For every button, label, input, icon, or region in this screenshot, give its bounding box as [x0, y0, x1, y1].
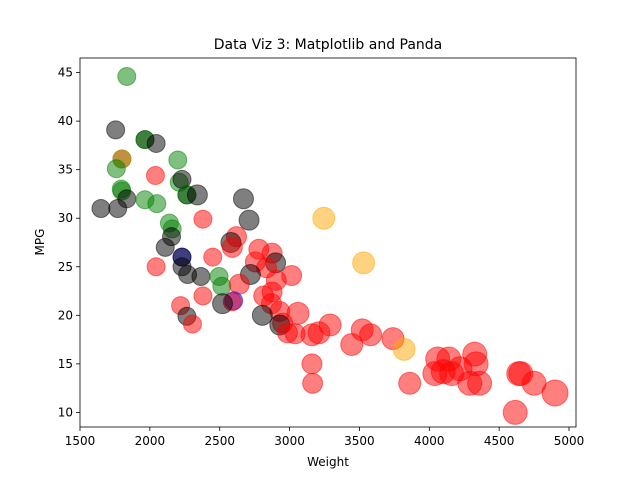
y-tick-label: 30	[58, 211, 73, 225]
points-layer	[91, 66, 569, 425]
y-tick-label: 40	[58, 114, 73, 128]
x-axis-label: Weight	[307, 455, 349, 469]
data-point	[212, 276, 232, 296]
y-tick-label: 45	[58, 66, 73, 80]
data-point	[467, 370, 493, 396]
data-point	[191, 266, 211, 286]
data-point	[147, 194, 167, 214]
data-point	[146, 133, 166, 153]
data-point	[251, 304, 273, 326]
data-point	[221, 236, 243, 258]
y-tick-label: 35	[58, 163, 73, 177]
chart-title: Data Viz 3: Matplotlib and Panda	[214, 37, 443, 53]
x-tick-label: 2500	[204, 434, 235, 448]
x-axis: 1500 2000 2500 3000 3500 4000 4500 5000	[65, 427, 585, 448]
y-axis: 10 15 20 25 30 35 40 45	[58, 66, 80, 419]
x-tick-label: 2000	[135, 434, 166, 448]
data-point	[212, 293, 234, 315]
x-tick-label: 5000	[554, 434, 585, 448]
data-point	[117, 66, 137, 86]
data-point	[238, 209, 260, 231]
data-point	[182, 314, 202, 334]
data-point	[502, 399, 528, 425]
data-point	[541, 379, 569, 407]
data-point	[106, 159, 126, 179]
data-point	[203, 247, 223, 267]
data-point	[106, 120, 126, 140]
data-point	[155, 237, 175, 257]
data-point	[193, 209, 213, 229]
data-point	[392, 337, 416, 361]
x-tick-label: 1500	[65, 434, 96, 448]
data-point	[301, 353, 323, 375]
data-point	[307, 321, 331, 345]
data-point	[186, 184, 208, 206]
data-point	[232, 188, 254, 210]
data-point	[145, 165, 165, 185]
x-tick-label: 3500	[344, 434, 375, 448]
data-point	[193, 286, 213, 306]
plot-frame	[79, 57, 577, 428]
data-point	[91, 199, 111, 219]
data-point	[302, 372, 324, 394]
data-point	[312, 206, 336, 230]
data-point	[146, 257, 166, 277]
y-tick-label: 10	[58, 405, 73, 419]
data-point	[228, 273, 250, 295]
y-tick-label: 25	[58, 260, 73, 274]
data-point	[340, 332, 364, 356]
y-tick-label: 15	[58, 357, 73, 371]
data-point	[398, 371, 422, 395]
data-point	[108, 199, 128, 219]
data-point	[168, 150, 188, 170]
data-point	[359, 323, 383, 347]
y-axis-label: MPG	[33, 229, 47, 256]
data-point	[352, 251, 376, 275]
x-tick-label: 4500	[484, 434, 515, 448]
x-tick-label: 4000	[414, 434, 445, 448]
x-tick-label: 3000	[274, 434, 305, 448]
y-tick-label: 20	[58, 308, 73, 322]
